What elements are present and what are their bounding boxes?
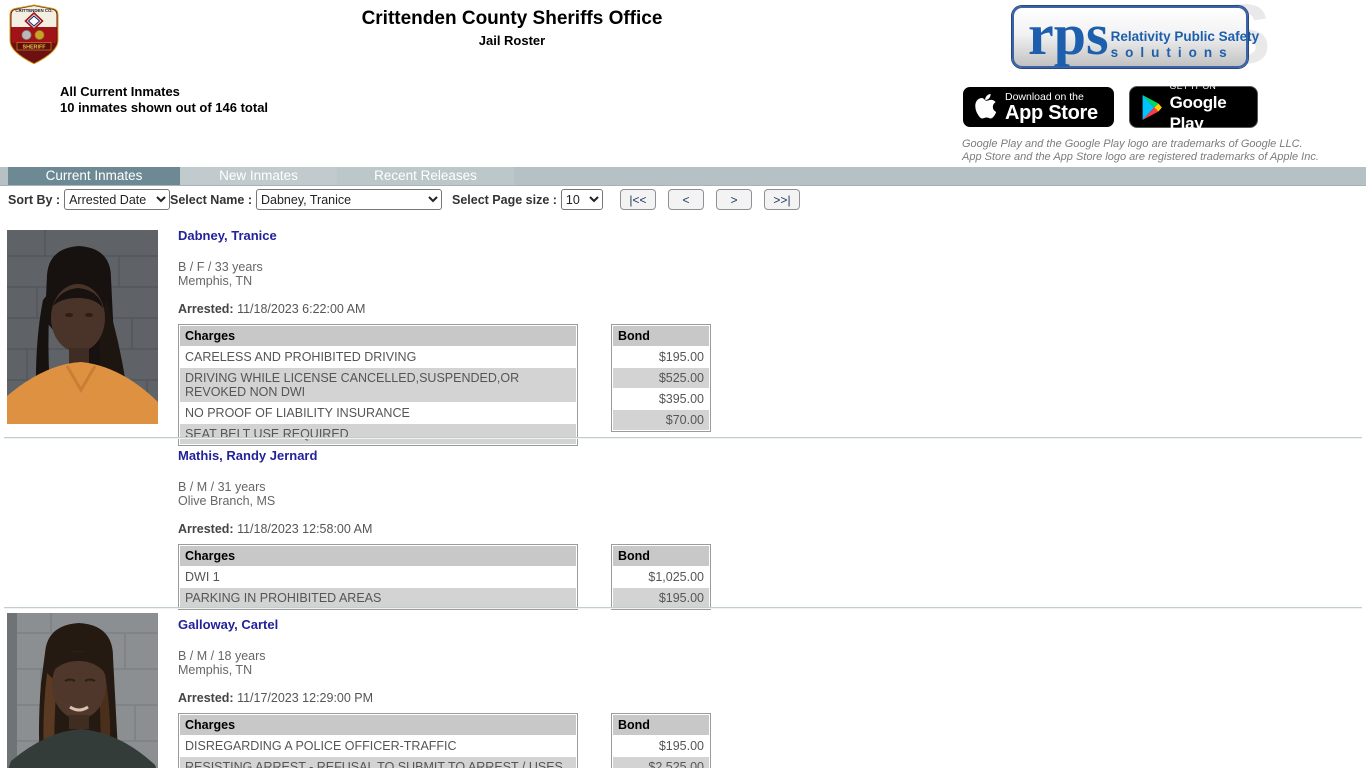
bond-header: Bond <box>613 715 709 735</box>
page-subtitle: Jail Roster <box>478 33 546 48</box>
google-play-disclaimer: Google Play and the Google Play logo are… <box>962 138 1303 150</box>
inmate-city: Memphis, TN <box>178 663 253 677</box>
charges-header: Charges <box>180 546 576 566</box>
last-page-button[interactable]: >>| <box>764 189 800 210</box>
arrested-datetime: 11/18/2023 6:22:00 AM <box>237 302 366 316</box>
svg-text:CRITTENDEN CO.: CRITTENDEN CO. <box>15 8 52 13</box>
first-page-button[interactable]: |<< <box>620 189 656 210</box>
inmate-name-link[interactable]: Galloway, Cartel <box>178 617 279 632</box>
arrested-datetime: 11/17/2023 12:29:00 PM <box>237 691 374 705</box>
apple-icon <box>971 93 1001 121</box>
arrested-label: Arrested: <box>178 302 234 316</box>
charge-row: DWI 1 <box>180 567 576 587</box>
rps-name-line: Relativity Public Safety <box>1110 28 1260 44</box>
bond-row: $70.00 <box>613 410 709 430</box>
inmate-name-link[interactable]: Dabney, Tranice <box>178 228 277 243</box>
pagination: |<< < > >>| <box>620 189 800 210</box>
page-size-select[interactable]: 10 <box>560 189 603 210</box>
bond-table: Bond $195.00 $2,525.00 <box>611 713 711 768</box>
inmate-photo[interactable] <box>7 230 158 429</box>
roster-controls: Sort By : Arrested Date Select Name : Da… <box>0 189 1366 213</box>
tab-current-inmates[interactable]: Current Inmates <box>8 167 180 185</box>
select-name-label: Select Name : <box>170 192 252 207</box>
charge-row: SEAT BELT USE REQUIRED <box>180 424 576 444</box>
bond-table: Bond $1,025.00 $195.00 <box>611 544 711 610</box>
rps-acronym: rps <box>1028 2 1109 67</box>
bond-row: $195.00 <box>613 736 709 756</box>
page-title: Crittenden County Sheriffs Office <box>361 8 663 29</box>
sort-by-select[interactable]: Arrested Date <box>64 189 171 210</box>
inmate-city: Memphis, TN <box>178 274 253 288</box>
inmate-demographics: B / M / 31 years <box>178 480 266 494</box>
google-play-bottom-text: Google Play <box>1169 93 1227 133</box>
charges-table: Charges CARELESS AND PROHIBITED DRIVING … <box>178 324 578 446</box>
summary-line1: All Current Inmates <box>60 84 180 99</box>
bond-header: Bond <box>613 546 709 566</box>
inmate-summary: All Current Inmates 10 inmates shown out… <box>60 84 268 116</box>
app-store-top-text: Download on the <box>1005 90 1084 103</box>
bond-row: $525.00 <box>613 368 709 388</box>
charge-row: PARKING IN PROHIBITED AREAS <box>180 588 576 608</box>
google-play-badge[interactable]: GET IT ON Google Play <box>1129 81 1258 133</box>
record-separator <box>4 607 1362 609</box>
sort-by-label: Sort By : <box>8 192 61 207</box>
arrested-label: Arrested: <box>178 691 234 705</box>
play-triangle-icon <box>1138 94 1166 120</box>
app-store-badge[interactable]: Download on the App Store <box>962 86 1115 128</box>
store-disclaimer: Google Play and the Google Play logo are… <box>962 138 1322 163</box>
google-play-top-text: GET IT ON <box>1169 81 1217 91</box>
charge-row: CARELESS AND PROHIBITED DRIVING <box>180 347 576 367</box>
bond-row: $1,025.00 <box>613 567 709 587</box>
app-store-disclaimer: App Store and the App Store logo are reg… <box>962 150 1319 163</box>
rps-sub-line: solutions <box>1110 44 1234 60</box>
bond-header: Bond <box>613 326 709 346</box>
bond-row: $195.00 <box>613 347 709 367</box>
arrested-datetime: 11/18/2023 12:58:00 AM <box>237 522 373 536</box>
svg-text:SHERIFF: SHERIFF <box>22 44 46 50</box>
charge-row: NO PROOF OF LIABILITY INSURANCE <box>180 403 576 423</box>
record-separator <box>4 437 1362 439</box>
page-size-label: Select Page size : <box>452 192 557 207</box>
charge-row: DISREGARDING A POLICE OFFICER-TRAFFIC <box>180 736 576 756</box>
tab-new-inmates[interactable]: New Inmates <box>180 167 337 185</box>
charges-table: Charges DISREGARDING A POLICE OFFICER-TR… <box>178 713 578 768</box>
bond-row: $195.00 <box>613 588 709 608</box>
sheriff-badge-icon: CRITTENDEN CO. SHERIFF <box>9 4 59 65</box>
inmate-name-link[interactable]: Mathis, Randy Jernard <box>178 448 318 463</box>
bond-table: Bond $195.00 $525.00 $395.00 $70.00 <box>611 324 711 432</box>
select-name-select[interactable]: Dabney, Tranice <box>255 189 442 210</box>
prev-page-button[interactable]: < <box>668 189 704 210</box>
inmate-demographics: B / F / 33 years <box>178 260 263 274</box>
charges-table: Charges DWI 1 PARKING IN PROHIBITED AREA… <box>178 544 578 610</box>
charges-header: Charges <box>180 326 576 346</box>
inmate-demographics: B / M / 18 years <box>178 649 266 663</box>
bond-row: $2,525.00 <box>613 757 709 768</box>
charge-row: DRIVING WHILE LICENSE CANCELLED,SUSPENDE… <box>180 368 576 402</box>
summary-line2: 10 inmates shown out of 146 total <box>60 100 269 115</box>
tab-bar: Current Inmates New Inmates Recent Relea… <box>0 167 1366 186</box>
charge-row: RESISTING ARREST - REFUSAL TO SUBMIT TO … <box>180 757 576 768</box>
arrested-label: Arrested: <box>178 522 234 536</box>
charges-header: Charges <box>180 715 576 735</box>
rps-logo[interactable]: rps Relativity Public Safety solutions <box>1011 2 1259 69</box>
app-store-bottom-text: App Store <box>1005 101 1098 124</box>
next-page-button[interactable]: > <box>716 189 752 210</box>
tab-recent-releases[interactable]: Recent Releases <box>337 167 514 185</box>
inmate-city: Olive Branch, MS <box>178 494 276 508</box>
bond-row: $395.00 <box>613 389 709 409</box>
inmate-photo[interactable] <box>7 613 158 768</box>
